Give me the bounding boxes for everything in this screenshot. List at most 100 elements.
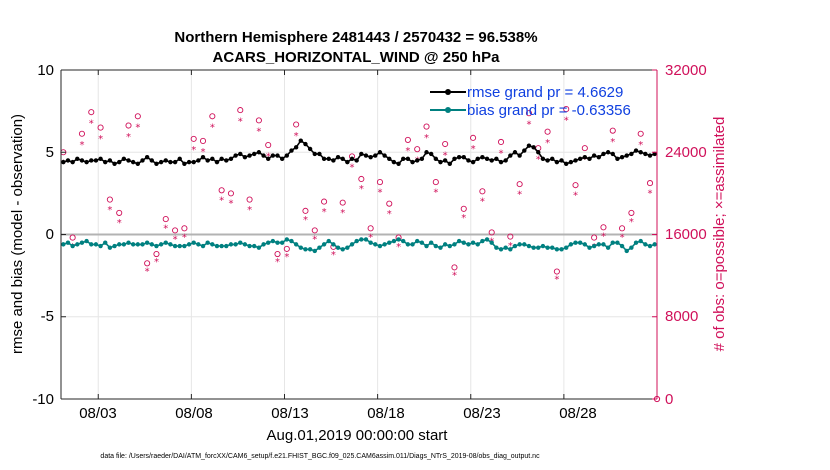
possible-obs-point bbox=[497, 138, 505, 146]
bias-point bbox=[210, 242, 215, 247]
rmse-point bbox=[573, 158, 578, 163]
legend-bias-label: bias grand pr = -0.63356 bbox=[467, 102, 631, 119]
bias-point bbox=[242, 242, 248, 247]
bias-point bbox=[214, 243, 220, 249]
assimilated-obs-point: * bbox=[564, 115, 569, 126]
assimilated-obs-point: * bbox=[629, 217, 634, 228]
bias-point bbox=[391, 238, 397, 244]
rmse-point bbox=[428, 151, 434, 157]
bias-point bbox=[335, 245, 341, 250]
bias-point bbox=[275, 240, 280, 245]
bias-point bbox=[615, 240, 620, 245]
bias-point bbox=[233, 242, 238, 247]
bias-point bbox=[596, 242, 601, 247]
rmse-point bbox=[61, 159, 66, 165]
rmse-point bbox=[638, 150, 643, 155]
rmse-point bbox=[158, 159, 164, 165]
assimilated-obs-point: * bbox=[359, 184, 364, 195]
possible-obs-point bbox=[516, 181, 523, 188]
possible-obs-point bbox=[544, 128, 551, 135]
assimilated-obs-point: * bbox=[387, 209, 392, 220]
bias-point bbox=[289, 238, 294, 244]
rmse-point bbox=[121, 156, 127, 162]
possible-obs-point bbox=[628, 209, 635, 216]
bias-point bbox=[89, 242, 94, 247]
assimilated-obs-point: * bbox=[350, 163, 355, 174]
x-tick-label: 08/13 bbox=[271, 405, 309, 422]
rmse-point bbox=[177, 156, 182, 162]
left-tick-label: 5 bbox=[46, 144, 54, 161]
bias-point bbox=[158, 242, 164, 247]
bias-point bbox=[652, 242, 657, 247]
rmse-point bbox=[415, 158, 420, 163]
bias-point bbox=[619, 243, 625, 249]
assimilated-obs-point: * bbox=[294, 131, 299, 142]
assimilated-obs-point: * bbox=[433, 187, 438, 198]
bias-point bbox=[293, 242, 299, 247]
bias-point bbox=[577, 240, 583, 245]
rmse-point bbox=[410, 159, 415, 165]
bias-point bbox=[135, 242, 141, 247]
possible-obs-point bbox=[88, 109, 95, 116]
assimilated-obs-point: * bbox=[228, 199, 233, 210]
possible-obs-point bbox=[116, 209, 123, 216]
bias-point bbox=[591, 243, 597, 249]
rmse-point bbox=[126, 158, 131, 163]
assimilated-obs-point: * bbox=[79, 140, 84, 151]
bias-point bbox=[205, 240, 210, 245]
assimilated-obs-point: * bbox=[545, 138, 550, 149]
assimilated-obs-point: * bbox=[191, 145, 196, 156]
assimilated-obs-point: * bbox=[340, 208, 345, 219]
left-tick-labels: 10 5 0 -5 -10 bbox=[32, 62, 54, 408]
bias-point bbox=[172, 243, 178, 249]
left-axis-label: rmse and bias (model - observation) bbox=[9, 114, 26, 354]
rmse-point bbox=[591, 153, 597, 158]
bias-point bbox=[508, 247, 513, 252]
bias-point bbox=[466, 242, 471, 247]
possible-obs-point bbox=[237, 107, 244, 114]
possible-obs-point bbox=[153, 250, 160, 258]
rmse-point bbox=[154, 161, 159, 166]
assimilated-obs-point: * bbox=[210, 123, 215, 134]
rmse-point bbox=[391, 159, 397, 165]
bias-point bbox=[98, 243, 103, 249]
bias-point bbox=[498, 247, 504, 252]
bias-point bbox=[177, 243, 182, 249]
left-tick-label: -10 bbox=[32, 391, 54, 408]
assimilated-obs-point: * bbox=[284, 252, 289, 263]
assimilated-obs-point: * bbox=[554, 275, 559, 286]
assimilated-obs-point: * bbox=[117, 218, 122, 229]
rmse-point bbox=[401, 156, 406, 162]
x-tick-label: 08/08 bbox=[175, 405, 213, 422]
possible-obs-point bbox=[609, 127, 616, 134]
bias-point bbox=[638, 238, 643, 244]
rmse-point bbox=[345, 159, 350, 165]
possible-obs-point bbox=[460, 205, 467, 212]
bias-point bbox=[559, 247, 564, 252]
rmse-point bbox=[442, 158, 448, 163]
assimilated-obs-point: * bbox=[163, 223, 168, 234]
rmse-point bbox=[293, 145, 299, 150]
bias-point bbox=[396, 237, 401, 242]
rmse-point bbox=[503, 158, 508, 163]
rmse-point bbox=[349, 156, 355, 162]
bias-point bbox=[424, 243, 429, 249]
right-tick-label: 32000 bbox=[665, 62, 707, 79]
rmse-point bbox=[577, 156, 583, 162]
rmse-point bbox=[186, 159, 192, 165]
rmse-point bbox=[289, 148, 294, 153]
assimilated-obs-point: * bbox=[126, 132, 131, 143]
rmse-point bbox=[89, 158, 94, 163]
rmse-point bbox=[419, 156, 425, 162]
x-axis-label: Aug.01,2019 00:00:00 start bbox=[267, 427, 449, 444]
rmse-point bbox=[70, 159, 75, 165]
bias-point bbox=[428, 240, 434, 245]
bias-point bbox=[582, 242, 588, 247]
assimilated-obs-point: * bbox=[98, 134, 103, 145]
right-tick-label: 0 bbox=[665, 391, 673, 408]
bias-point bbox=[550, 245, 555, 250]
assimilated-obs-point: * bbox=[499, 148, 504, 159]
assimilated-obs-point: * bbox=[648, 188, 653, 199]
possible-obs-point bbox=[274, 250, 281, 258]
